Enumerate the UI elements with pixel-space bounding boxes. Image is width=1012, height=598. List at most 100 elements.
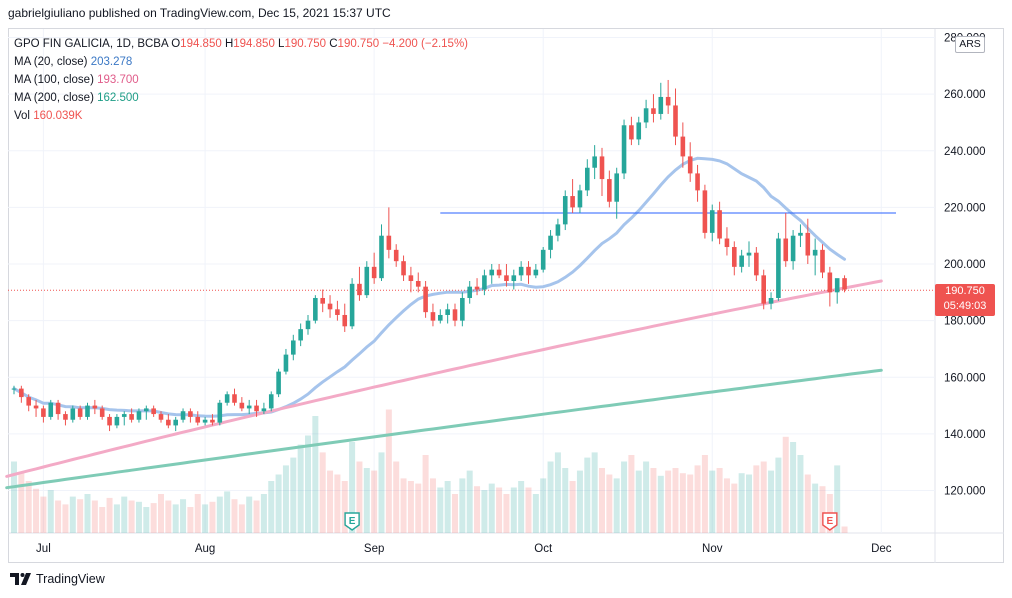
volume-value: 160.039K: [33, 110, 83, 122]
candle: [33, 399, 39, 417]
volume-bar: [599, 468, 605, 533]
candle-body: [732, 247, 737, 267]
candle: [180, 408, 186, 423]
candle: [467, 281, 472, 304]
volume-bar: [554, 452, 561, 533]
volume-bar: [525, 487, 532, 533]
volume-bar: [584, 457, 591, 533]
tradingview-logo[interactable]: TradingView: [10, 572, 105, 586]
volume-bar: [305, 435, 311, 533]
candle: [276, 368, 281, 398]
candle-body: [320, 297, 325, 304]
candle-body: [820, 249, 825, 273]
volume-bar: [150, 503, 157, 533]
chart-legend: GPO FIN GALICIA, 1D, BCBA O194.850 H194.…: [14, 35, 468, 125]
volume-bar: [466, 470, 473, 533]
candle: [709, 204, 715, 242]
candle-body: [379, 235, 384, 279]
candle-body: [239, 402, 245, 409]
candle: [746, 241, 752, 267]
candle-body: [702, 190, 708, 233]
candle-body: [349, 283, 355, 327]
volume-bar: [371, 470, 378, 533]
tradingview-logo-icon: [10, 573, 31, 585]
candle: [48, 399, 54, 420]
bar-countdown: 05:49:03: [943, 300, 987, 312]
candle-body: [776, 238, 781, 298]
candle-body: [195, 416, 201, 423]
legend-ma20-row[interactable]: MA (20, close) 203.278: [14, 53, 468, 71]
time-tick-label: Jul: [36, 543, 51, 555]
legend-ma100-row[interactable]: MA (100, close) 193.700: [14, 71, 468, 89]
candle-body: [504, 275, 509, 281]
candle-body: [408, 275, 414, 281]
candle: [357, 266, 362, 301]
chart-frame: [8, 28, 1004, 563]
price-tick-label: 140.000: [944, 429, 986, 441]
candle: [246, 399, 252, 415]
earnings-marker-label: E: [349, 516, 356, 527]
candle-body: [658, 96, 664, 114]
candle-body: [371, 266, 377, 279]
candle: [754, 247, 759, 281]
candle-body: [298, 329, 303, 341]
volume-bar: [701, 455, 708, 533]
currency-badge[interactable]: ARS: [955, 36, 985, 53]
volume-bar: [327, 470, 334, 533]
candle: [629, 116, 634, 146]
candle-body: [151, 408, 156, 415]
candlesticks: [11, 79, 847, 432]
volume-bars: [11, 409, 848, 533]
candle: [460, 292, 465, 327]
candle-body: [401, 261, 406, 276]
candle-body: [305, 320, 311, 330]
candle: [533, 264, 539, 279]
candle: [173, 416, 178, 432]
candle: [393, 244, 399, 267]
candle: [702, 184, 708, 239]
candle: [386, 207, 392, 259]
candle-body: [651, 108, 656, 114]
candle-body: [783, 238, 789, 262]
candle: [695, 164, 700, 202]
candle-body: [232, 394, 237, 403]
candle-body: [805, 232, 811, 256]
symbol-label[interactable]: GPO FIN GALICIA, 1D, BCBA: [14, 38, 169, 50]
candle: [55, 399, 61, 420]
volume-bar: [194, 494, 201, 533]
price-tick-label: 260.000: [944, 89, 986, 101]
candle-body: [798, 232, 803, 236]
candle-body: [673, 105, 678, 137]
candle-body: [511, 275, 517, 281]
candle: [268, 391, 274, 412]
volume-bar: [18, 471, 25, 533]
candle-body: [548, 235, 553, 250]
volume-bar: [650, 468, 657, 533]
change-value: −4.200 (−2.15%): [382, 38, 468, 50]
candle: [599, 147, 605, 197]
volume-bar: [782, 436, 789, 533]
ma20-label: MA (20, close): [14, 56, 88, 68]
volume-bar: [55, 500, 62, 533]
candle-body: [717, 210, 722, 239]
volume-bar: [128, 500, 135, 533]
legend-ma200-row[interactable]: MA (200, close) 162.500: [14, 89, 468, 107]
candle: [342, 303, 348, 332]
volume-bar: [797, 455, 804, 533]
candle: [335, 300, 340, 321]
candle: [379, 224, 384, 281]
ma200-label: MA (200, close): [14, 92, 94, 104]
candle: [614, 167, 619, 219]
candle-body: [254, 405, 259, 412]
volume-bar: [532, 494, 539, 533]
volume-bar: [231, 499, 238, 533]
volume-bar: [510, 487, 517, 533]
candle: [85, 402, 90, 420]
candle: [261, 402, 267, 415]
candle: [585, 159, 590, 197]
candle: [555, 218, 561, 242]
legend-volume-row[interactable]: Vol 160.039K: [14, 107, 468, 125]
candle: [665, 79, 671, 114]
candle-body: [210, 419, 215, 423]
